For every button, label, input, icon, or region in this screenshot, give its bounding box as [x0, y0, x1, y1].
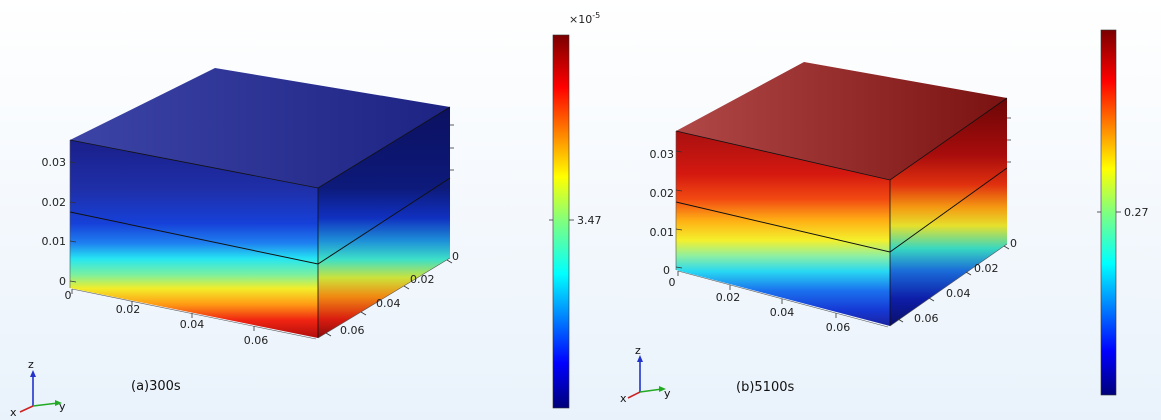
y-axis-b: 0 0.02 0.04 0.06 — [889, 117, 1017, 327]
z-axis-b: 0 0.01 0.02 0.03 — [650, 131, 683, 277]
y-tick-label: 0.02 — [974, 262, 999, 275]
y-tick-label: 0.04 — [376, 297, 401, 310]
z-tick-label: 0.01 — [650, 226, 675, 239]
y-axis-a: 0 0.02 0.04 0.06 — [317, 124, 459, 339]
x-tick-label: 0.04 — [770, 306, 795, 319]
panel-b-caption: (b)5100s — [736, 380, 794, 395]
panel-a-caption: (a)300s — [131, 379, 181, 394]
z-tick-label: 0.01 — [42, 235, 67, 248]
triad-y-label: y — [664, 387, 671, 400]
block-a-front-face — [70, 140, 318, 338]
block-a — [69, 68, 451, 338]
axis-triad-b: z y x — [620, 344, 671, 405]
z-tick-label: 0.02 — [42, 196, 67, 209]
y-tick-label: 0.06 — [340, 324, 365, 337]
colorbar-a-tick-label: 3.47 — [577, 214, 602, 227]
triad-y-label: y — [59, 400, 66, 413]
z-tick-label: 0.03 — [42, 156, 67, 169]
colorbar-b-scale — [1100, 29, 1117, 396]
z-tick-label: 0.02 — [650, 187, 675, 200]
x-axis-b: 0 0.02 0.04 0.06 — [669, 270, 889, 334]
y-tick-label: 0.04 — [946, 287, 971, 300]
colorbar-a-scale — [552, 34, 570, 409]
layer-boundary-a — [69, 177, 451, 265]
colorbar-b-tick-label: 0.27 — [1124, 206, 1149, 219]
x-tick-label: 0 — [65, 289, 72, 302]
block-b-top-face — [676, 62, 1007, 180]
colorbar-a-multiplier: ×10-5 — [569, 11, 600, 26]
x-tick-label: 0.06 — [826, 321, 851, 334]
triad-x-label: x — [10, 406, 17, 419]
panel-b: 0 0.01 0.02 0.03 0 0.02 0.04 0.06 0 0.02… — [620, 29, 1149, 405]
x-tick-label: 0 — [669, 276, 676, 289]
panel-a: 0 0.01 0.02 0.03 0 0.02 0.04 0.06 0 0.02 — [10, 11, 602, 419]
z-tick-label: 0.03 — [650, 148, 675, 161]
y-tick-label: 0.06 — [914, 312, 939, 325]
z-tick-label: 0 — [59, 275, 66, 288]
axis-triad-a: z y x — [10, 358, 66, 419]
z-axis-a: 0 0.01 0.02 0.03 — [42, 140, 77, 288]
triad-x-label: x — [620, 392, 627, 405]
x-tick-label: 0.04 — [180, 318, 205, 331]
block-b-front-face — [676, 131, 890, 326]
x-tick-label: 0.02 — [716, 291, 741, 304]
x-tick-label: 0.02 — [116, 303, 141, 316]
colorbar-b: 0.27 — [1097, 29, 1149, 396]
y-tick-label: 0.02 — [410, 273, 435, 286]
y-tick-label: 0 — [452, 250, 459, 263]
layer-boundary-b — [675, 167, 1008, 253]
x-axis-a: 0 0.02 0.04 0.06 — [65, 288, 317, 347]
triad-z-label: z — [635, 344, 641, 357]
colorbar-a: 3.47 ×10-5 — [549, 11, 602, 409]
block-b-side-face — [890, 98, 1007, 326]
block-b — [675, 62, 1008, 326]
x-tick-label: 0.06 — [244, 334, 269, 347]
block-a-side-face — [318, 107, 450, 338]
y-tick-label: 0 — [1010, 237, 1017, 250]
z-tick-label: 0 — [663, 264, 670, 277]
triad-z-label: z — [28, 358, 34, 371]
